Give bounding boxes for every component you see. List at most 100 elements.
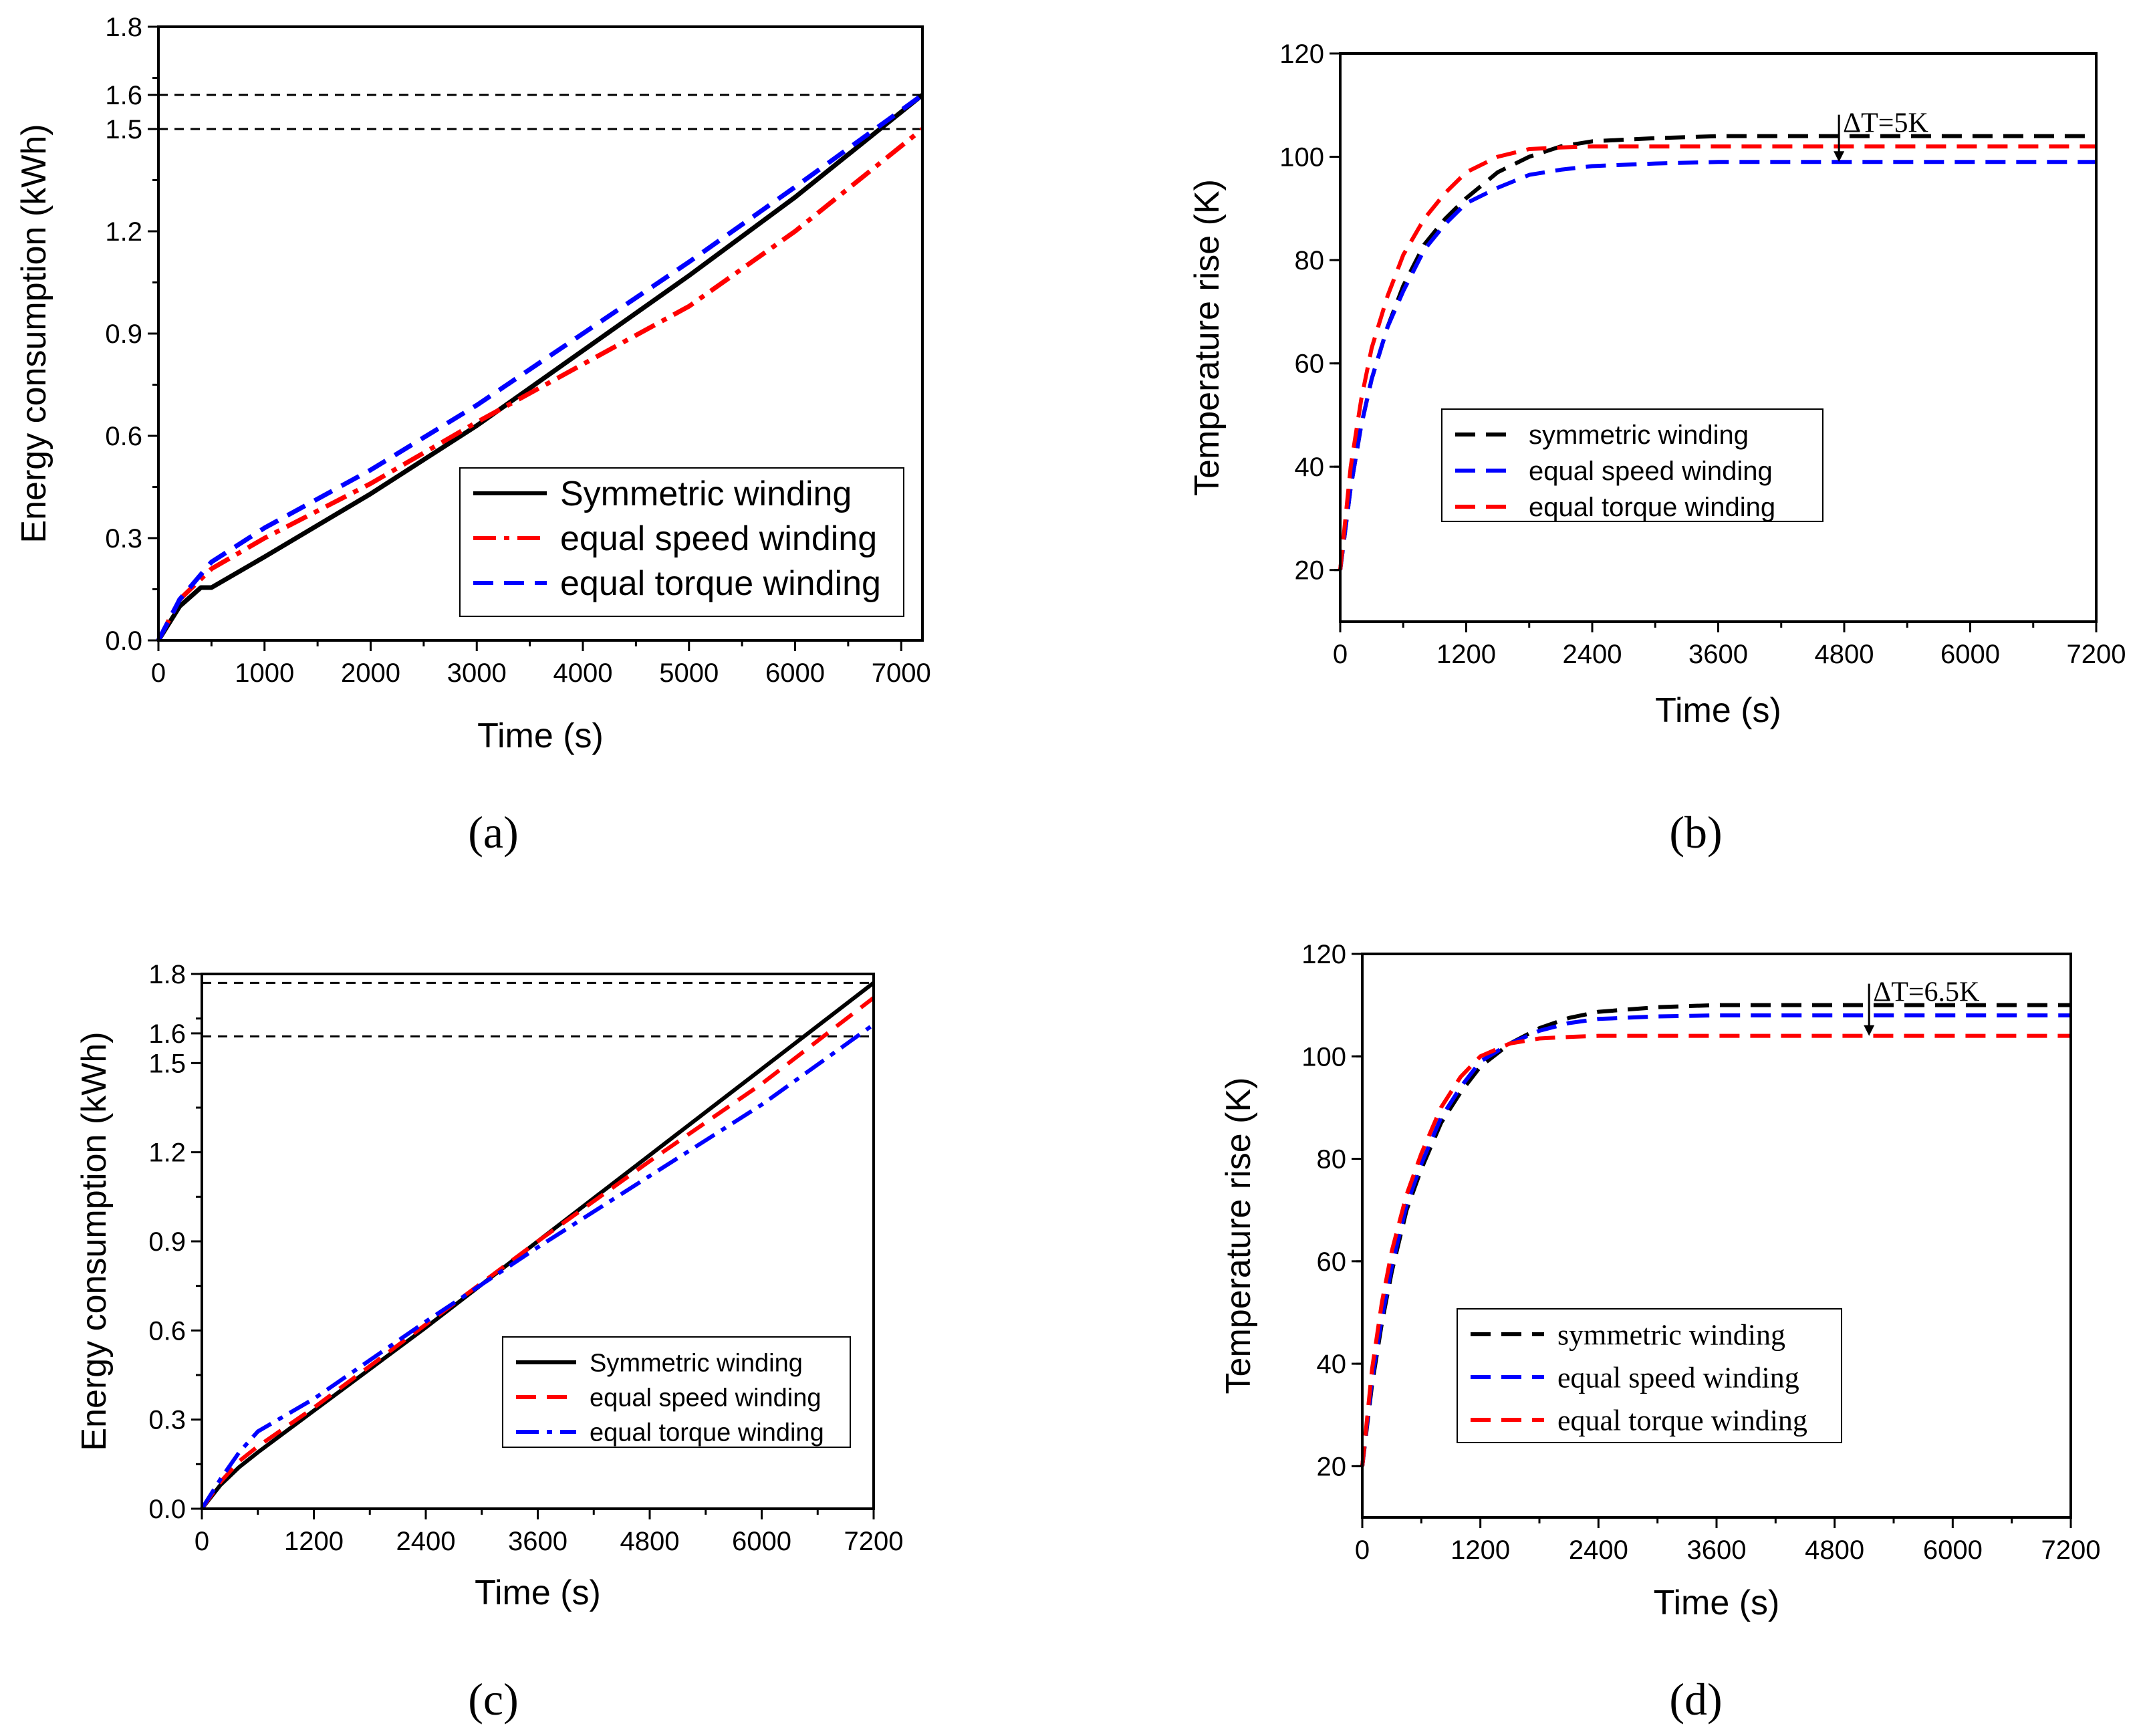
y-tick-label: 100 — [1279, 143, 1324, 172]
series-line-3 — [1360, 1033, 2071, 1467]
x-tick-label: 3600 — [1687, 1535, 1747, 1565]
x-tick-label: 6000 — [732, 1527, 791, 1556]
y-tick-label: 20 — [1295, 556, 1325, 586]
x-tick-label: 0 — [195, 1527, 209, 1556]
y-tick-label: 0.3 — [105, 524, 142, 553]
y-tick-label: 0.6 — [148, 1316, 186, 1346]
legend-box — [1441, 408, 1823, 522]
panel-label: (a) — [468, 807, 518, 858]
x-tick-label: 3600 — [1688, 640, 1748, 669]
y-tick-label: 1.5 — [105, 115, 142, 144]
series-line-1 — [156, 93, 924, 642]
x-tick-label: 5000 — [659, 658, 719, 688]
legend: Symmetric winding equal speed winding equa… — [459, 467, 904, 617]
x-tick-label: 6000 — [1940, 640, 2000, 669]
y-tick-label: 40 — [1295, 453, 1325, 482]
x-tick-label: 4800 — [620, 1527, 680, 1556]
y-tick-label: 1.6 — [105, 81, 142, 110]
x-tick-label: 7200 — [2067, 640, 2126, 669]
y-tick-label: 1.2 — [148, 1138, 186, 1168]
series-line-1 — [200, 981, 875, 1510]
chart-panel-2: 0 1200 2400 3600 4800 6000 7200 20 40 60 80 100 120 T… — [1188, 39, 2126, 730]
legend-label-2: equal speed winding — [590, 1384, 822, 1412]
y-tick-label: 80 — [1317, 1145, 1347, 1174]
legend-box — [502, 1336, 851, 1448]
x-tick-label: 1200 — [284, 1527, 344, 1556]
x-axis-label: Time (s) — [1654, 1584, 1780, 1622]
x-tick-label: 6000 — [1923, 1535, 1983, 1565]
x-axis-label: Time (s) — [475, 1574, 601, 1612]
chart-panel-4: 0 1200 2400 3600 4800 6000 7200 20 40 60 80 100 120 T… — [1219, 940, 2100, 1622]
series-line-3 — [1338, 144, 2096, 571]
y-tick-label: 40 — [1317, 1350, 1347, 1379]
series-line-3 — [156, 93, 924, 642]
chart-panel-1: 0 1000 2000 3000 4000 5000 6000 7000 0.0 0.3 0.6 0.… — [15, 13, 931, 755]
legend-label-2: equal speed winding — [1557, 1361, 1799, 1394]
x-tick-label: 4800 — [1805, 1535, 1864, 1565]
y-axis-label: Temperature rise (K) — [1219, 1078, 1258, 1394]
arrow-head — [1834, 151, 1845, 162]
y-tick-label: 1.6 — [148, 1019, 186, 1049]
x-tick-label: 7000 — [872, 658, 931, 688]
y-tick-label: 60 — [1295, 350, 1325, 379]
y-tick-label: 0.0 — [148, 1495, 186, 1524]
y-tick-label: 0.3 — [148, 1406, 186, 1435]
x-tick-label: 1200 — [1451, 1535, 1510, 1565]
x-tick-label: 2400 — [396, 1527, 456, 1556]
legend-label-3: equal torque winding — [560, 564, 881, 603]
series-line-2 — [1338, 160, 2096, 571]
panel-label: (d) — [1669, 1674, 1722, 1725]
y-tick-label: 0.9 — [105, 320, 142, 349]
y-tick-label: 120 — [1279, 39, 1324, 69]
x-tick-label: 7200 — [844, 1527, 904, 1556]
x-tick-label: 0 — [1355, 1535, 1370, 1565]
y-tick-label: 20 — [1317, 1452, 1347, 1481]
x-tick-label: 3000 — [447, 658, 507, 688]
legend-label-3: equal torque winding — [1557, 1404, 1807, 1437]
panel-label: (c) — [468, 1674, 518, 1725]
x-tick-label: 1200 — [1436, 640, 1496, 669]
legend-label-1: Symmetric winding — [560, 475, 852, 513]
x-axis-label: Time (s) — [477, 717, 604, 755]
legend-label-1: Symmetric winding — [590, 1349, 803, 1377]
legend-label-3: equal torque winding — [1529, 493, 1775, 522]
annotation-text: ΔT=5K — [1843, 108, 1928, 139]
legend-label-3: equal torque winding — [590, 1418, 824, 1447]
legend: symmetric winding equal speed winding equa… — [1457, 1308, 1842, 1443]
x-tick-label: 0 — [1333, 640, 1348, 669]
y-axis-label: Energy consumption (kWh) — [15, 124, 53, 543]
x-tick-label: 4800 — [1815, 640, 1874, 669]
y-tick-label: 1.8 — [105, 13, 142, 42]
series-line-2 — [1360, 1013, 2071, 1467]
series-line-3 — [200, 1023, 875, 1510]
legend: Symmetric winding equal speed winding equa… — [502, 1336, 851, 1448]
x-tick-label: 4000 — [553, 658, 613, 688]
chart-panel-3: 0 1200 2400 3600 4800 6000 7200 0.0 0.3 0.6 0.9 1.2… — [75, 960, 903, 1612]
legend-label-1: symmetric winding — [1529, 420, 1749, 450]
x-axis-label: Time (s) — [1655, 691, 1781, 730]
y-tick-label: 60 — [1317, 1247, 1347, 1277]
y-tick-label: 1.2 — [105, 217, 142, 247]
annotation-text: ΔT=6.5K — [1873, 977, 1979, 1008]
legend-label-1: symmetric winding — [1557, 1318, 1785, 1351]
arrow-head — [1864, 1025, 1875, 1036]
y-tick-label: 1.8 — [148, 960, 186, 989]
y-tick-label: 120 — [1301, 940, 1346, 969]
legend-label-2: equal speed winding — [560, 519, 877, 558]
legend: symmetric winding equal speed winding equa… — [1441, 408, 1823, 522]
x-tick-label: 3600 — [508, 1527, 568, 1556]
x-tick-label: 7200 — [2041, 1535, 2101, 1565]
plot-frame — [1339, 52, 2098, 623]
x-tick-label: 2400 — [1563, 640, 1622, 669]
x-tick-label: 2000 — [341, 658, 400, 688]
series-line-2 — [200, 996, 875, 1510]
y-tick-label: 1.5 — [148, 1049, 186, 1078]
panel-label: (b) — [1669, 807, 1722, 858]
y-tick-label: 80 — [1295, 246, 1325, 275]
y-tick-label: 0.9 — [148, 1227, 186, 1257]
x-tick-label: 0 — [151, 658, 166, 688]
x-tick-label: 2400 — [1569, 1535, 1628, 1565]
y-axis-label: Temperature rise (K) — [1188, 179, 1227, 496]
y-tick-label: 100 — [1301, 1042, 1346, 1072]
